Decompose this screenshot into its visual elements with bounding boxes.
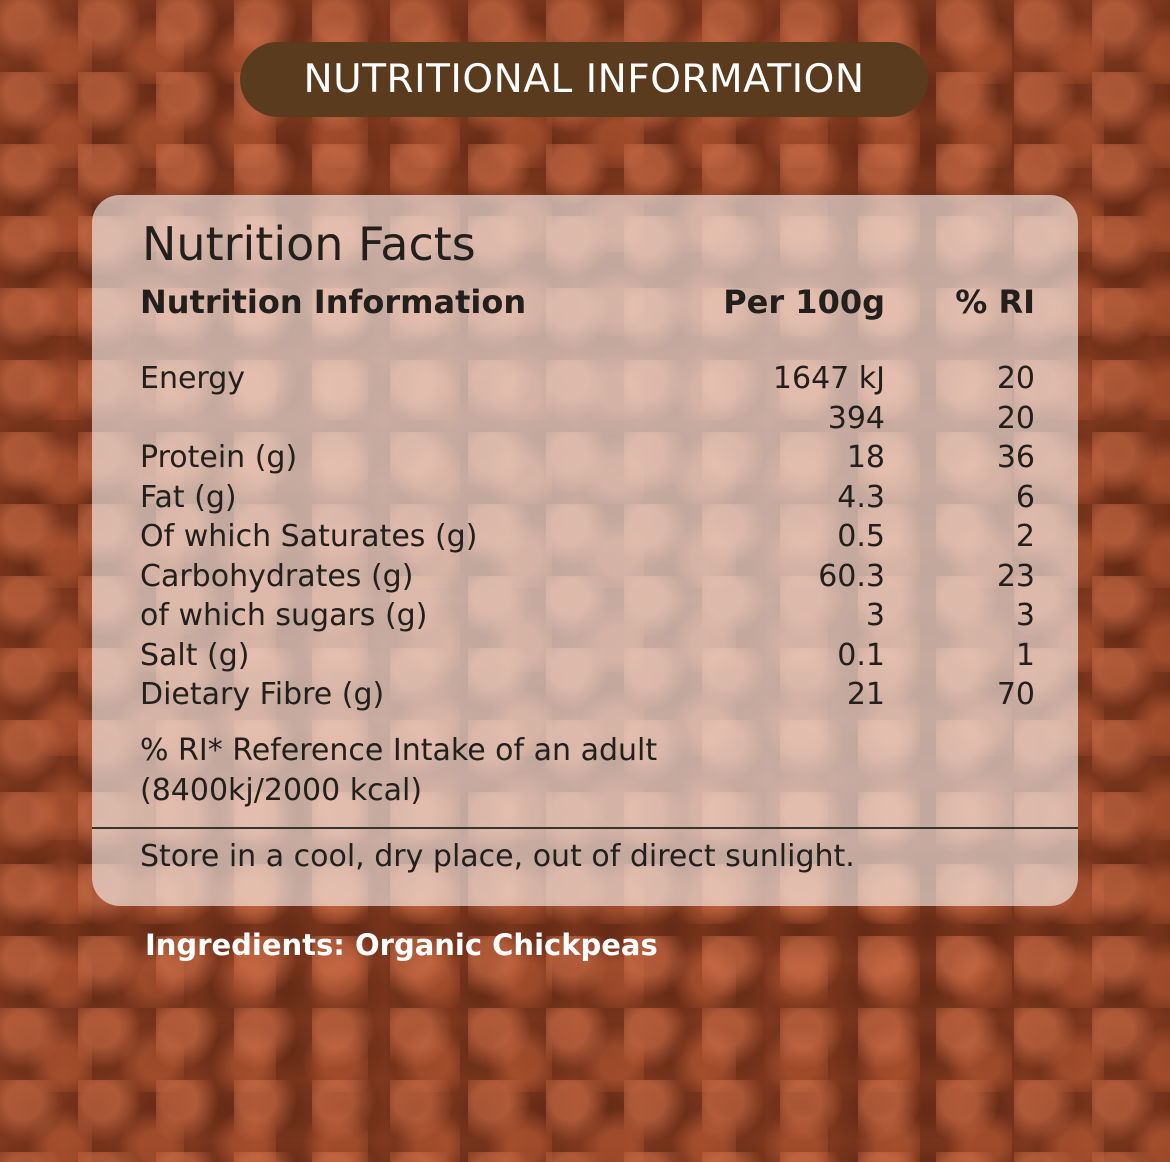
per-100g-value: 0.1 bbox=[837, 637, 885, 673]
nutrient-name: Dietary Fibre (g) bbox=[140, 677, 385, 712]
nutrient-name: Salt (g) bbox=[140, 637, 250, 673]
per-100g-value: 60.3 bbox=[818, 558, 885, 594]
column-header: Per 100g bbox=[723, 283, 885, 321]
nutrient-name: Protein (g) bbox=[140, 440, 298, 475]
footnote: (8400kj/2000 kcal) bbox=[140, 773, 423, 808]
per-100g-value: 21 bbox=[846, 677, 885, 712]
per-100g-value: 3 bbox=[865, 598, 885, 633]
per-100g-value: 0.5 bbox=[837, 519, 885, 554]
ri-value: 6 bbox=[1015, 479, 1035, 515]
storage-note: Store in a cool, dry place, out of direc… bbox=[140, 839, 855, 874]
divider bbox=[92, 827, 1078, 829]
ri-value: 1 bbox=[1015, 637, 1035, 673]
ri-value: 20 bbox=[996, 400, 1035, 436]
header-title: NUTRITIONAL INFORMATION bbox=[240, 42, 928, 117]
ri-value: 70 bbox=[996, 677, 1035, 712]
column-header: Nutrition Information bbox=[140, 283, 527, 321]
ri-value: 20 bbox=[996, 361, 1035, 396]
nutrient-name: Of which Saturates (g) bbox=[140, 519, 478, 554]
nutrient-name: Energy bbox=[140, 361, 246, 396]
footnote: % RI* Reference Intake of an adult bbox=[140, 733, 658, 768]
nutrient-name: Carbohydrates (g) bbox=[140, 558, 414, 594]
per-100g-value: 394 bbox=[827, 400, 885, 436]
per-100g-value: 4.3 bbox=[837, 479, 885, 515]
ingredients: Ingredients: Organic Chickpeas bbox=[145, 928, 658, 962]
panel-title: Nutrition Facts bbox=[142, 217, 476, 271]
nutrition-panel: Nutrition Facts Nutrition Information Pe… bbox=[92, 195, 1078, 906]
ri-value: 23 bbox=[996, 558, 1035, 594]
ri-value: 2 bbox=[1015, 519, 1035, 554]
nutrient-name: Fat (g) bbox=[140, 479, 237, 515]
per-100g-value: 1647 kJ bbox=[772, 361, 885, 396]
column-header: % RI bbox=[955, 283, 1035, 321]
ri-value: 3 bbox=[1015, 598, 1035, 633]
ri-value: 36 bbox=[996, 440, 1035, 475]
per-100g-value: 18 bbox=[846, 440, 885, 475]
nutrient-name: of which sugars (g) bbox=[140, 598, 428, 633]
